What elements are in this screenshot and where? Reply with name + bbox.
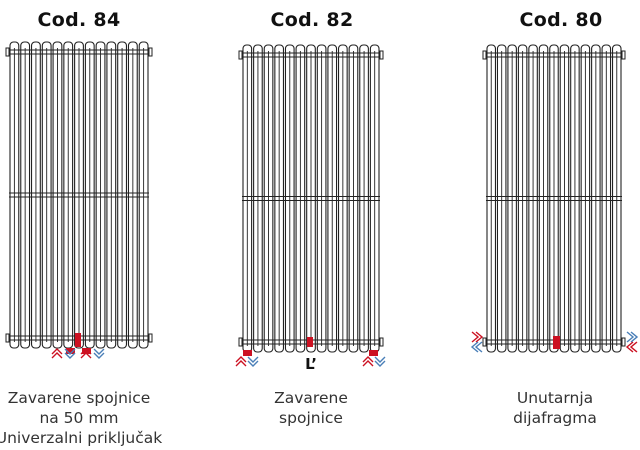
- diaphragm-block: [553, 336, 560, 349]
- connector-right: [82, 348, 91, 354]
- arrow-red-up-icon: [51, 348, 63, 359]
- caption-cod-84: Zavarene spojnice na 50 mm Univerzalni p…: [0, 388, 179, 448]
- arrow-blue-down-icon: [374, 356, 386, 367]
- caption-line: Univerzalni priključak: [0, 429, 163, 447]
- arrow-blue-down-icon: [93, 348, 105, 359]
- radiator-cod-82: [238, 44, 384, 353]
- caption-cod-82: Zavarene spojnice: [211, 388, 411, 428]
- arrow-side-left-icon: [470, 331, 484, 353]
- caption-line: spojnice: [279, 409, 343, 427]
- radiator-cod-80: [482, 44, 626, 353]
- end-cap: [379, 337, 384, 347]
- caption-line: Unutarnja: [516, 389, 594, 407]
- connection-marker-label: L’: [305, 355, 317, 373]
- title-cod-82: Cod. 82: [270, 9, 354, 31]
- end-cap: [621, 50, 626, 60]
- end-cap: [482, 50, 487, 60]
- end-cap: [238, 337, 243, 347]
- end-cap: [5, 333, 10, 343]
- caption-line: dijafragma: [513, 409, 597, 427]
- title-cod-80: Cod. 80: [519, 9, 603, 31]
- end-cap: [621, 337, 626, 347]
- connectors-cod-80: [470, 331, 639, 353]
- connectors-cod-84: [51, 333, 105, 359]
- end-cap: [379, 50, 384, 60]
- connectors-cod-82: [235, 337, 386, 367]
- arrow-blue-down-icon: [247, 356, 259, 367]
- connector-center: [307, 337, 313, 347]
- end-cap: [148, 47, 153, 57]
- end-cap: [148, 333, 153, 343]
- arrow-red-up-icon: [235, 356, 247, 367]
- connector-center: [75, 333, 81, 347]
- caption-cod-80: Unutarnja dijafragma: [455, 388, 640, 428]
- title-cod-84: Cod. 84: [37, 9, 121, 31]
- radiator-cod-84: [5, 41, 153, 349]
- connector-left: [243, 350, 252, 356]
- caption-line: Zavarene: [274, 389, 348, 407]
- end-cap: [482, 337, 487, 347]
- connector-right: [369, 350, 378, 356]
- end-cap: [5, 47, 10, 57]
- caption-line: Zavarene spojnice: [7, 389, 151, 407]
- arrow-side-right-icon: [625, 331, 639, 353]
- arrow-red-up-icon: [362, 356, 374, 367]
- caption-line: na 50 mm: [39, 409, 119, 427]
- connector-left: [66, 348, 75, 354]
- end-cap: [238, 50, 243, 60]
